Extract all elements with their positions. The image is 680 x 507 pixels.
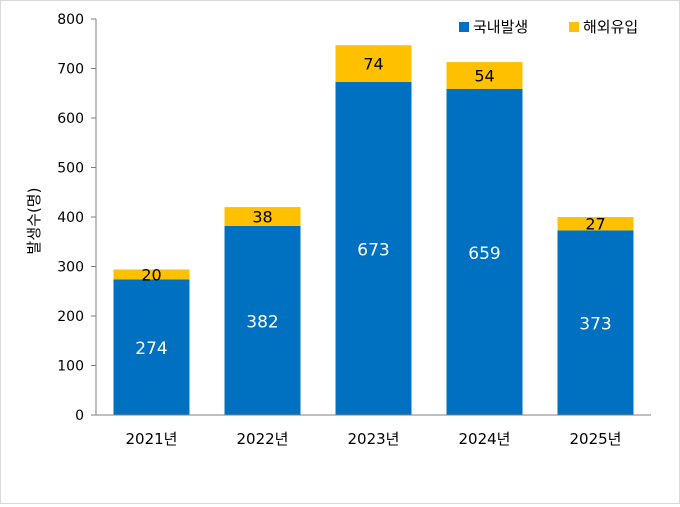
y-tick-label: 400	[57, 210, 84, 226]
x-tick-label: 2025년	[570, 430, 622, 448]
y-tick-label: 700	[57, 62, 84, 78]
y-axis-title-group: 발생수(명)	[25, 188, 43, 255]
x-tick-label: 2021년	[126, 430, 178, 448]
bar-segment-imported	[224, 207, 301, 226]
legend-label: 국내발생	[473, 18, 528, 36]
y-tick-label: 200	[57, 309, 84, 325]
x-tick-label: 2022년	[237, 430, 289, 448]
data-label: 659	[468, 244, 500, 264]
legend-swatch	[569, 22, 579, 32]
bar-segment-imported	[113, 269, 190, 280]
data-label: 373	[579, 315, 611, 335]
bar-segment-imported	[335, 45, 412, 82]
x-tick-label: 2023년	[348, 430, 400, 448]
bar-stack: 382 38	[224, 207, 301, 415]
data-label: 27	[585, 215, 605, 234]
y-tick-label: 500	[57, 161, 84, 177]
bar-segment-domestic	[335, 81, 412, 416]
data-label: 20	[141, 265, 161, 284]
bar-segment-imported	[446, 62, 523, 89]
bar-segment-domestic	[113, 279, 190, 415]
data-label: 274	[135, 339, 167, 359]
y-tick-label: 600	[57, 111, 84, 127]
bar-segment-imported	[557, 217, 634, 231]
y-tick-label: 800	[57, 12, 84, 28]
bar-stack: 659 54	[446, 62, 523, 416]
y-tick-label: 300	[57, 260, 84, 276]
legend-label: 해외유입	[583, 18, 638, 36]
x-tick-label: 2024년	[459, 430, 511, 448]
x-axis: 2021년 2022년 2023년 2024년 2025년	[96, 414, 651, 448]
data-label: 673	[357, 240, 389, 260]
bar-segment-domestic	[557, 230, 634, 415]
bar-stack: 673 74	[335, 45, 412, 416]
data-label: 74	[363, 55, 383, 74]
y-axis-title: 발생수(명)	[25, 188, 43, 255]
bar-segment-domestic	[224, 225, 301, 415]
y-tick-label: 100	[57, 359, 84, 375]
bar-stack: 373 27	[557, 215, 634, 415]
legend: 국내발생 해외유입	[459, 18, 638, 36]
data-label: 38	[252, 208, 272, 227]
data-label: 382	[246, 312, 278, 332]
bar-stack: 274 20	[113, 265, 190, 415]
y-axis: 0 100 200 300 400 500 600 700 800	[57, 12, 97, 424]
data-label: 54	[474, 66, 494, 85]
bars: 274 20 382 38 673 74 659 54 373 27	[113, 45, 634, 416]
y-tick-label: 0	[75, 408, 84, 424]
bar-segment-domestic	[446, 88, 523, 416]
legend-swatch	[459, 22, 469, 32]
